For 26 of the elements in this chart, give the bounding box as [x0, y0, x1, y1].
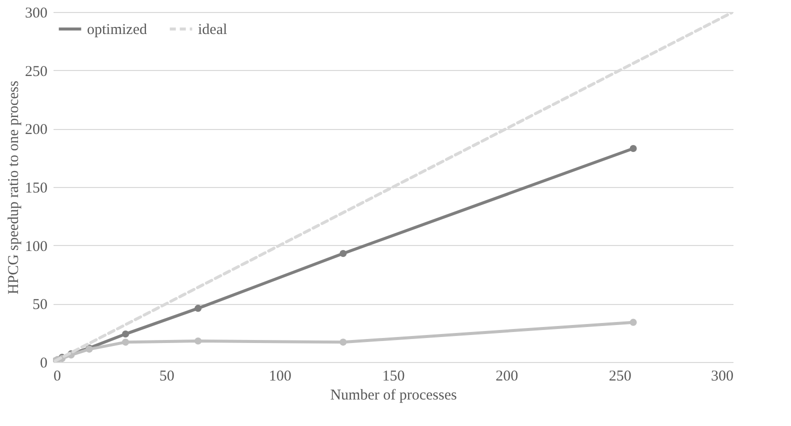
y-axis-title: HPCG speedup ratio to one process [6, 80, 22, 294]
legend-label: optimized [87, 22, 148, 38]
y-tick-label: 300 [25, 6, 48, 22]
x-tick-label: 150 [382, 368, 405, 384]
y-tick-label: 250 [25, 64, 48, 80]
x-tick-label: 100 [268, 368, 292, 384]
point [630, 144, 637, 152]
y-tick-label: 100 [25, 238, 48, 255]
y-tick-label: 0 [40, 356, 48, 372]
point [340, 338, 347, 346]
y-tick-label: 50 [32, 297, 48, 314]
x-tick-label: 0 [54, 368, 61, 384]
point [122, 330, 130, 338]
x-tick-label: 300 [711, 368, 734, 384]
legend-label: ideal [198, 22, 228, 38]
point [194, 337, 202, 345]
point [122, 338, 130, 346]
y-tick-label: 200 [25, 122, 48, 138]
x-axis-title: Number of processes [330, 388, 457, 404]
x-tick-label: 250 [608, 368, 632, 384]
x-tick-label: 50 [159, 368, 174, 384]
x-tick-label: 200 [496, 368, 518, 384]
point [340, 250, 347, 258]
point [630, 318, 637, 326]
y-tick-label: 150 [25, 180, 48, 196]
point [194, 304, 202, 312]
